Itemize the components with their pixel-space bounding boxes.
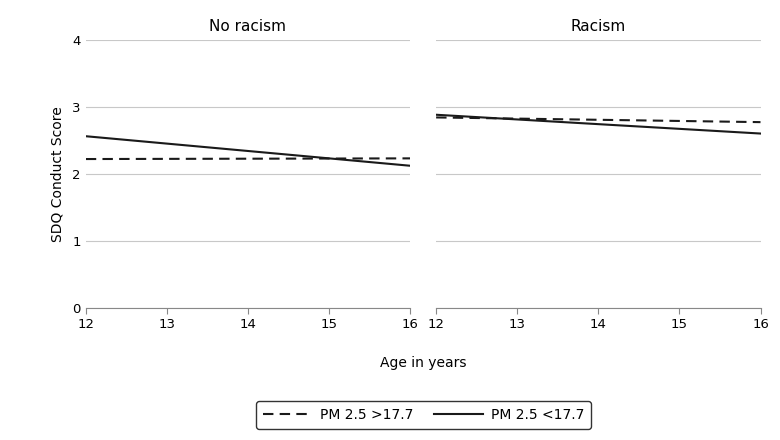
Title: Racism: Racism <box>571 19 626 34</box>
Text: Age in years: Age in years <box>381 356 466 370</box>
Title: No racism: No racism <box>210 19 286 34</box>
Legend: PM 2.5 >17.7, PM 2.5 <17.7: PM 2.5 >17.7, PM 2.5 <17.7 <box>256 401 591 429</box>
Y-axis label: SDQ Conduct Score: SDQ Conduct Score <box>50 106 64 242</box>
